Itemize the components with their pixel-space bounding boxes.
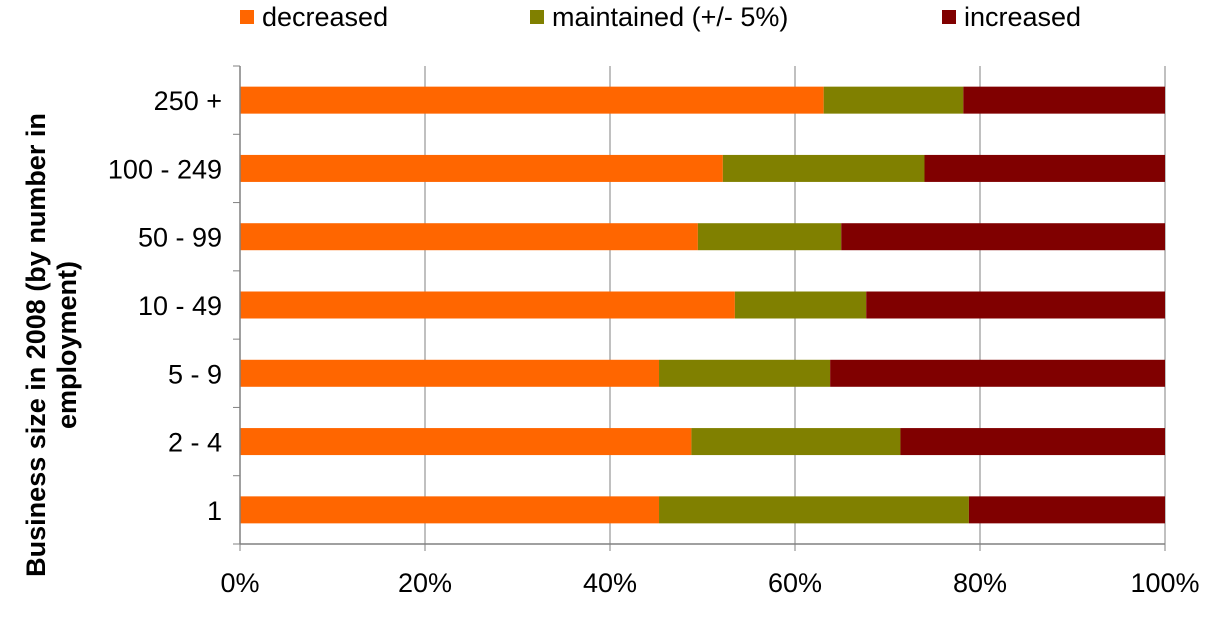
bar-segment (659, 496, 969, 524)
stacked-bar-chart: 0% 20% 40% 60% 80% 100% 1 2 - 4 5 - 9 10 - 49 50 -… (108, 65, 1200, 598)
bar-segment (900, 428, 1165, 456)
y-tick-label: 10 - 49 (138, 291, 222, 321)
bars (240, 86, 1165, 524)
bar-segment (240, 496, 660, 524)
bar-segment (240, 428, 692, 456)
y-tick-label: 50 - 99 (138, 223, 222, 253)
bar-segment (697, 223, 842, 251)
x-tick-label: 100% (1130, 568, 1199, 598)
bar-segment (734, 291, 867, 319)
x-tick-label: 80% (953, 568, 1007, 598)
y-tick-label: 100 - 249 (108, 154, 222, 184)
bar-segment (968, 496, 1165, 524)
y-tick-label: 250 + (154, 86, 222, 116)
legend-swatch-decreased (240, 10, 254, 24)
y-tick-label: 5 - 9 (168, 359, 222, 389)
x-tick-label: 60% (768, 568, 822, 598)
x-tick-label: 0% (220, 568, 259, 598)
bar-segment (866, 291, 1165, 319)
bar-segment (830, 359, 1165, 387)
bar-segment (722, 154, 925, 182)
legend-label-increased: increased (964, 2, 1082, 32)
bar-segment (924, 154, 1165, 182)
bar-segment (240, 223, 698, 251)
legend-label-maintained: maintained (+/- 5%) (552, 2, 789, 32)
legend-item-increased: increased (942, 0, 1081, 34)
x-tick-label: 20% (398, 568, 452, 598)
legend-item-maintained: maintained (+/- 5%) (530, 0, 788, 34)
legend-swatch-increased (942, 10, 956, 24)
y-tick-label: 1 (207, 496, 222, 526)
bar-segment (240, 291, 735, 319)
legend-swatch-maintained (530, 10, 544, 24)
bar-segment (659, 359, 831, 387)
bar-segment (240, 86, 824, 114)
bar-segment (841, 223, 1165, 251)
bar-segment (823, 86, 964, 114)
x-tick-label: 40% (583, 568, 637, 598)
chart-legend: decreased maintained (+/- 5%) increased (0, 0, 1208, 36)
axes: 0% 20% 40% 60% 80% 100% 1 2 - 4 5 - 9 10 - 49 50 -… (108, 65, 1200, 598)
legend-label-decreased: decreased (262, 2, 389, 32)
y-tick-label: 2 - 4 (168, 428, 222, 458)
bar-segment (691, 428, 901, 456)
legend-item-decreased: decreased (240, 0, 388, 34)
bar-segment (963, 86, 1165, 114)
bar-segment (240, 154, 723, 182)
bar-segment (240, 359, 660, 387)
